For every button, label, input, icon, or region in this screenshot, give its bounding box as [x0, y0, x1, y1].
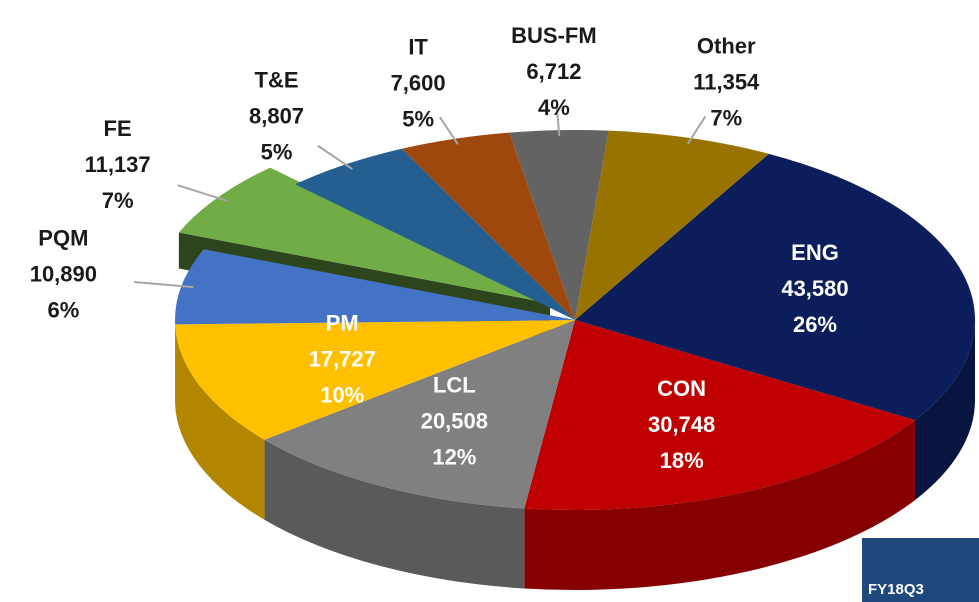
slice-name: FE: [104, 116, 132, 141]
slice-percent: 7%: [710, 105, 742, 130]
slice: [509, 129, 609, 320]
leader-line: [317, 144, 353, 170]
slice: [178, 167, 551, 304]
slice-percent: 6%: [47, 298, 79, 323]
slice-value: 11,354: [693, 69, 760, 94]
slice-value: 8,807: [249, 104, 304, 129]
slice-value: 20,508: [421, 409, 488, 434]
slice-name: Other: [697, 33, 756, 58]
slice-side: [175, 324, 265, 520]
slice: [175, 320, 576, 440]
slice-percent: 26%: [793, 312, 837, 337]
slice-name: IT: [408, 34, 428, 59]
slice-percent: 5%: [261, 140, 293, 165]
leader-line: [177, 184, 228, 202]
slice-percent: 10%: [320, 382, 364, 407]
slice-percent: 7%: [102, 188, 134, 213]
slice-percent: 18%: [660, 448, 704, 473]
leader-line: [134, 281, 194, 289]
slice-value: 43,580: [781, 276, 848, 301]
slice-percent: 12%: [432, 445, 476, 470]
slice-name: ENG: [791, 240, 839, 265]
slice: [175, 249, 575, 325]
badge-label: FY18Q3: [868, 581, 924, 598]
slice-value: 10,890: [30, 262, 97, 287]
slice-value: 17,727: [309, 346, 376, 371]
slice-name: PQM: [38, 226, 88, 251]
badge: [862, 538, 979, 602]
slice-name: T&E: [255, 68, 299, 93]
slice-value: 11,137: [85, 152, 151, 177]
slice: [524, 320, 915, 510]
slice-side: [914, 320, 975, 501]
slice-name: PM: [326, 310, 359, 335]
slice: [575, 130, 769, 320]
leader-line: [438, 116, 459, 145]
leader-line: [555, 107, 561, 136]
slice: [401, 132, 575, 320]
slice-name: CON: [657, 376, 706, 401]
slice: [575, 153, 975, 421]
slice-name: BUS-FM: [511, 23, 597, 48]
leader-line: [687, 115, 707, 145]
slice: [295, 148, 575, 320]
slice-name: LCL: [433, 373, 476, 398]
slice-side: [264, 439, 525, 589]
slice-percent: 5%: [402, 106, 434, 131]
slice-value: 6,712: [526, 59, 581, 84]
slice-value: 30,748: [648, 412, 715, 437]
slice-percent: 4%: [538, 95, 570, 120]
slice-side: [524, 420, 915, 590]
slice-value: 7,600: [391, 70, 446, 95]
slice: [264, 320, 575, 509]
